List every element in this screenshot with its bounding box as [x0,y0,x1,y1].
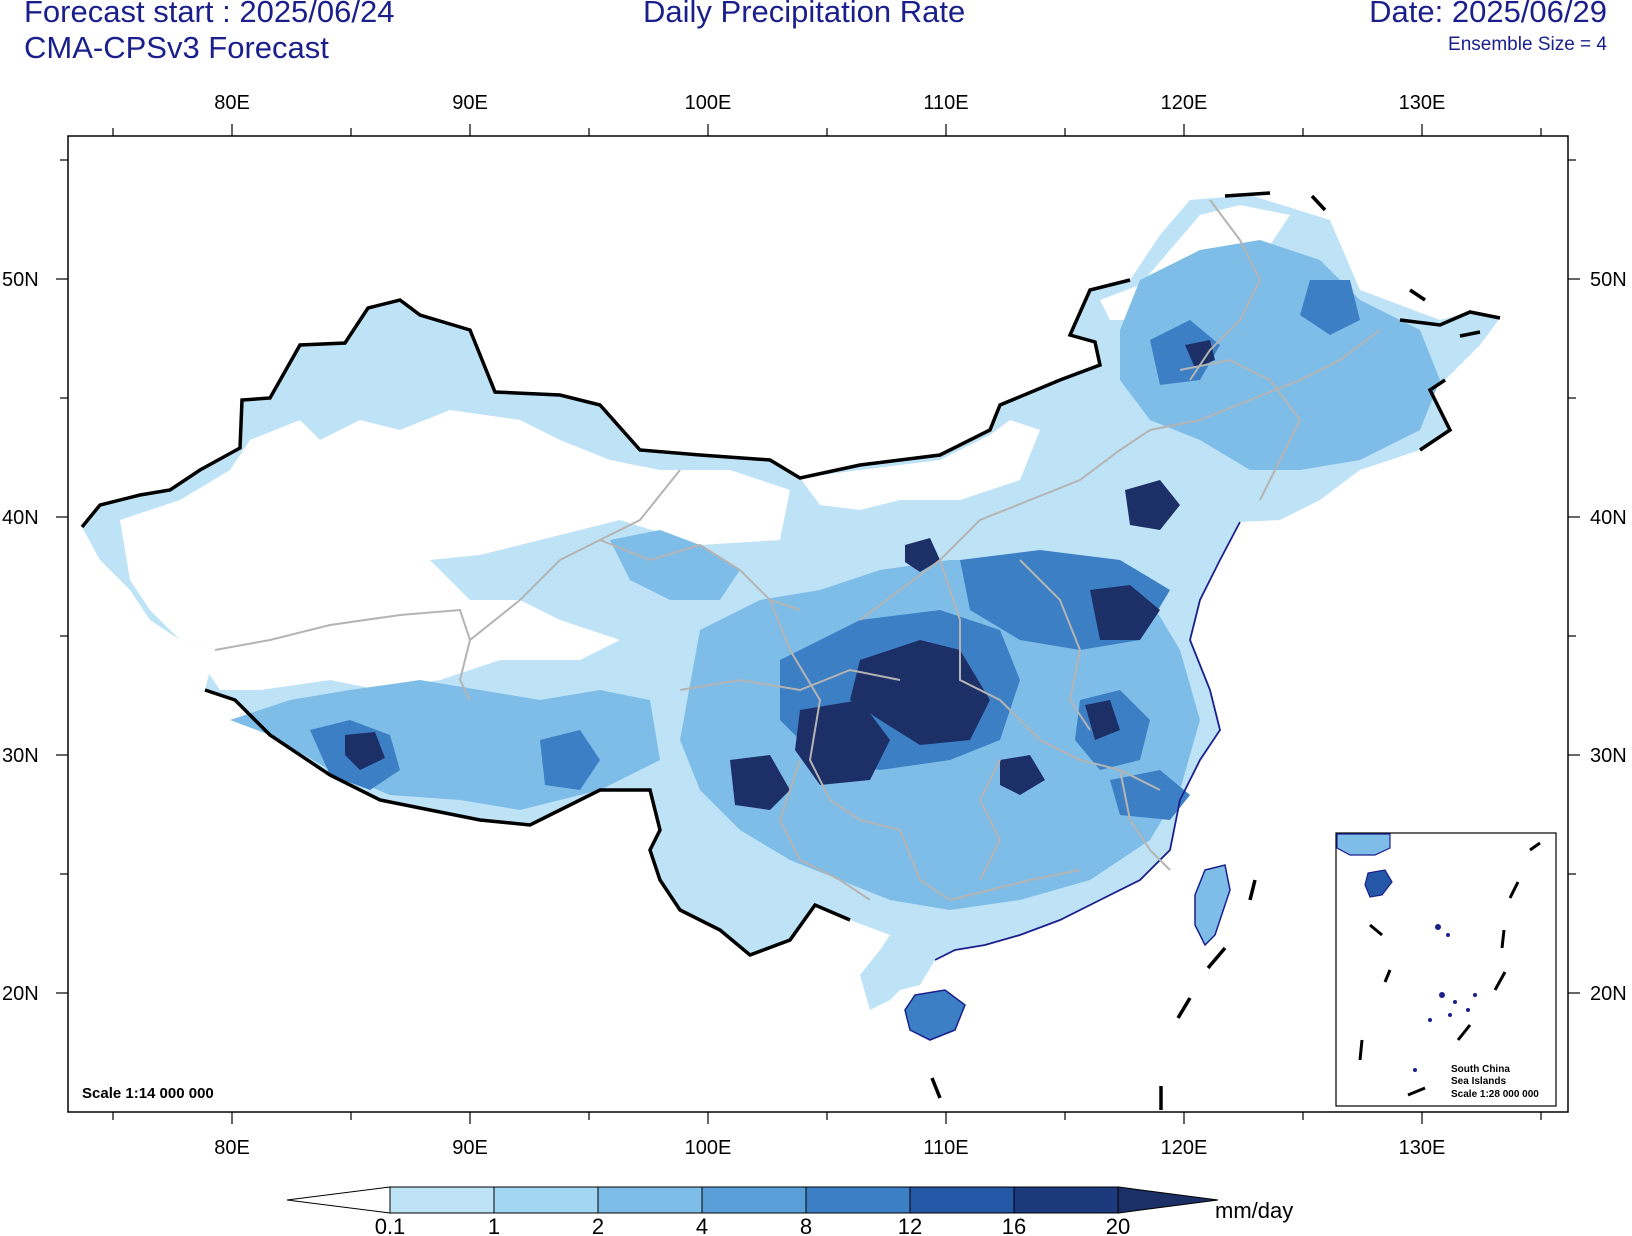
lon-label-bottom-100e: 100E [685,1137,732,1159]
lat-label-right-40n: 40N [1590,507,1627,529]
heavy-rain-ne [1185,340,1215,368]
inset-title-line1: South China [1451,1064,1510,1075]
heavy-rain-sichuan [850,640,990,745]
lat-label-right-30n: 30N [1590,745,1627,767]
colorbar-label-3: 4 [696,1214,708,1236]
forecast-start-label: Forecast start : 2025/06/24 [24,0,395,29]
rain-core-tibet-b [540,730,600,790]
colorbar-box-5 [805,1186,911,1214]
heavy-rain-shanxi [905,538,940,572]
axis-ticks [56,124,1580,1124]
colorbar-box-4 [701,1186,807,1214]
lon-label-top-100e: 100E [685,92,732,114]
colorbar-label-6: 16 [1002,1214,1026,1236]
national-border-ne [1399,310,1501,452]
inset-frame [1335,832,1557,1107]
lat-label-left-30n: 30N [2,745,39,767]
no-rain-region [120,410,790,690]
colorbar-box-2 [493,1186,599,1214]
colorbar-label-2: 2 [592,1214,604,1236]
colorbar-label-4: 8 [800,1214,812,1236]
lon-label-bottom-130e: 130E [1399,1137,1446,1159]
inset-scale-label: Scale 1:28 000 000 [1451,1089,1539,1100]
rain-core-ne-a [1150,320,1220,385]
model-name-label: CMA-CPSv3 Forecast [24,30,329,65]
inset-title-line2: Sea Islands [1451,1076,1506,1087]
lon-label-bottom-80e: 80E [214,1137,250,1159]
colorbar-label-0: 0.1 [375,1214,406,1236]
colorbar-unit-label: mm/day [1215,1198,1293,1223]
colorbar-box-7 [1013,1186,1119,1214]
lat-label-right-50n: 50N [1590,269,1627,291]
heavy-rain-hubei [1000,755,1045,795]
maritime-dashes [930,191,1481,1110]
taiwan-island [1194,864,1231,947]
valid-date-label: Date: 2025/06/29 [1369,0,1607,29]
precipitation-field [82,195,1500,1010]
lon-label-bottom-90e: 90E [452,1137,488,1159]
lon-label-bottom-120e: 120E [1161,1137,1208,1159]
lon-label-top-80e: 80E [214,92,250,114]
national-border-sw [204,688,851,957]
rain-core-ne-b [1300,280,1360,335]
heavy-rain-henan [1090,585,1160,640]
no-rain-region-ne [800,420,1040,510]
colorbar-label-5: 12 [898,1214,922,1236]
colorbar-box-6 [909,1186,1015,1214]
ensemble-size-label: Ensemble Size = 4 [1448,34,1607,55]
province-borders [214,199,1381,902]
lon-label-top-110e: 110E [923,92,968,114]
lat-label-left-50n: 50N [2,269,39,291]
coastline [934,521,1241,961]
inset-coast [1336,833,1391,856]
lon-label-top-130e: 130E [1399,92,1446,114]
colorbar-high-arrow [1117,1186,1219,1214]
lat-label-left-20n: 20N [2,983,39,1005]
colorbar-label-1: 1 [488,1214,500,1236]
lon-label-bottom-110e: 110E [923,1137,968,1159]
colorbar: 0.1 1 2 4 8 12 16 20 mm/day [286,1186,1293,1236]
colorbar-box-1 [389,1186,495,1214]
heavy-rain-anhui [1085,700,1120,740]
national-border [80,278,1131,529]
heavy-rain-yunnan [730,755,790,810]
lat-label-left-40n: 40N [2,507,39,529]
page-title: Daily Precipitation Rate [643,0,966,29]
rain-zone-northeast [1120,240,1440,470]
colorbar-box-3 [597,1186,703,1214]
lat-label-right-20n: 20N [1590,983,1627,1005]
lon-label-top-120e: 120E [1161,92,1208,114]
south-china-sea-inset: South China Sea Islands Scale 1:28 000 0… [1335,832,1557,1107]
inset-hainan [1364,869,1393,898]
heavy-rain-beijing [1125,480,1180,530]
colorbar-low-arrow [286,1186,391,1214]
heavy-rain-chongqing [795,700,890,785]
rain-core-jiangnan [1110,770,1190,820]
rain-zone-qinghai [610,530,740,600]
hainan-island [904,989,966,1041]
lon-label-top-90e: 90E [452,92,488,114]
heavy-rain-tibet [345,732,385,770]
inset-islands [1413,924,1477,1072]
colorbar-label-7: 20 [1106,1214,1130,1236]
map-scale-label: Scale 1:14 000 000 [82,1085,214,1102]
inset-dashes [1358,841,1541,1097]
